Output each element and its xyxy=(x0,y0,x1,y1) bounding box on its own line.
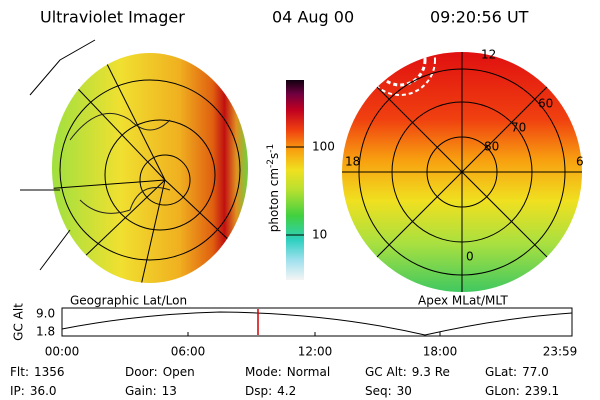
info-field: GLat: 77.0 xyxy=(485,365,549,379)
info-field: Gain: 13 xyxy=(125,384,177,398)
info-value: 239.1 xyxy=(525,384,559,398)
mlt-label: 6 xyxy=(576,155,584,169)
unit: photon cm xyxy=(267,168,281,232)
info-field: Door: Open xyxy=(125,365,195,379)
right-label: Apex MLat/MLT xyxy=(418,294,508,308)
timeline-xtick: 06:00 xyxy=(171,345,206,359)
time: 09:20:56 UT xyxy=(430,8,529,27)
timeline-ytick: 9.0 xyxy=(36,307,55,321)
info-value: 77.0 xyxy=(522,365,549,379)
info-panel: Flt: 1356 Door: Open Mode: Normal GC Alt: 9.3 R… xyxy=(10,365,559,398)
info-value: 36.0 xyxy=(30,384,57,398)
info-field: Dsp: 4.2 xyxy=(245,384,296,398)
info-field: Flt: 1356 xyxy=(10,365,65,379)
info-key: Door: xyxy=(125,365,158,379)
info-field: Mode: Normal xyxy=(245,365,330,379)
mlt-label: 18 xyxy=(345,155,360,169)
timeline-axis-label: GC Alt xyxy=(12,303,26,341)
date: 04 Aug 00 xyxy=(272,8,354,27)
info-value: 4.2 xyxy=(277,384,296,398)
timeline-xtick: 23:59 xyxy=(543,345,578,359)
info-key: Gain: xyxy=(125,384,157,398)
mlat-label: 70 xyxy=(511,121,526,135)
timeline xyxy=(61,307,573,337)
timeline-xtick: 18:00 xyxy=(423,345,458,359)
colorbar-label: photon cm-2s-1 xyxy=(266,144,281,233)
info-key: Flt: xyxy=(10,365,29,379)
left-label: Geographic Lat/Lon xyxy=(70,294,187,308)
timeline-xtick: 12:00 xyxy=(298,345,333,359)
info-key: IP: xyxy=(10,384,25,398)
right-image xyxy=(342,52,582,292)
unit: s xyxy=(267,153,281,159)
timeline-ytick: 1.8 xyxy=(36,325,55,339)
timeline-xtick: 00:00 xyxy=(45,345,80,359)
info-key: Dsp: xyxy=(245,384,272,398)
info-key: GLat: xyxy=(485,365,517,379)
mlat-label: 60 xyxy=(538,97,553,111)
mlat-label: 80 xyxy=(484,140,499,154)
info-value: 30 xyxy=(397,384,412,398)
info-value: Open xyxy=(163,365,195,379)
info-field: Seq: 30 xyxy=(365,384,412,398)
info-key: Mode: xyxy=(245,365,282,379)
info-field: GC Alt: 9.3 Re xyxy=(365,365,450,379)
info-field: IP: 36.0 xyxy=(10,384,57,398)
colorbar-tick: 100 xyxy=(312,140,335,154)
mlt-label: 0 xyxy=(466,250,474,264)
left-image xyxy=(20,39,248,283)
mlt-label: 12 xyxy=(481,48,496,62)
info-field: GLon: 239.1 xyxy=(485,384,559,398)
exp: -2 xyxy=(266,159,276,168)
info-value: 1356 xyxy=(34,365,65,379)
info-key: Seq: xyxy=(365,384,392,398)
colorbar-tick: 10 xyxy=(312,228,327,242)
info-value: 9.3 Re xyxy=(412,365,450,379)
info-key: GLon: xyxy=(485,384,520,398)
exp: -1 xyxy=(266,144,276,153)
info-value: Normal xyxy=(287,365,330,379)
colorbar xyxy=(286,80,304,280)
info-value: 13 xyxy=(162,384,177,398)
title: Ultraviolet Imager xyxy=(40,8,185,27)
info-key: GC Alt: xyxy=(365,365,407,379)
